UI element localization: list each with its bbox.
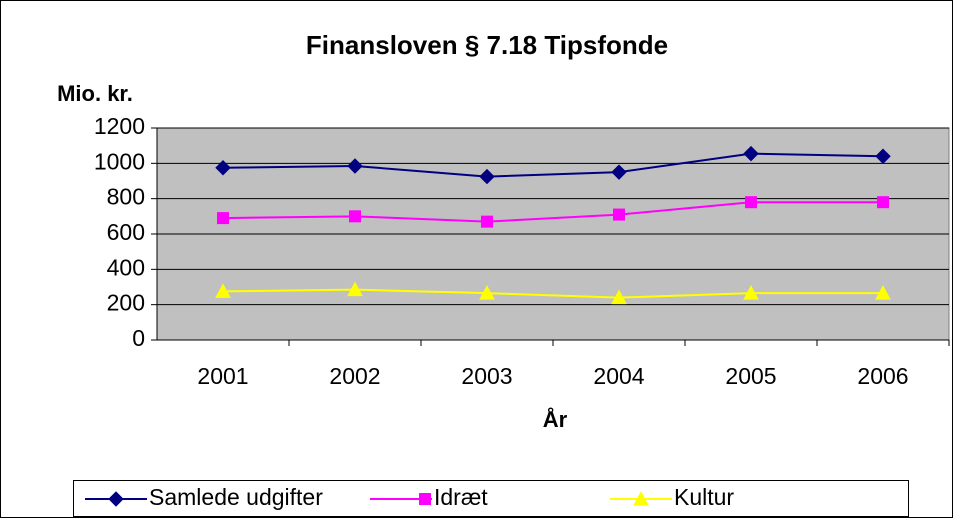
- series-line: [222, 152, 884, 178]
- marker: [217, 212, 229, 225]
- y-tick-label: 800: [107, 184, 145, 210]
- marker: [877, 196, 889, 209]
- legend-label: Samlede udgifter: [149, 484, 323, 510]
- marker: [875, 148, 891, 164]
- chart-title: Finansloven § 7.18 Tipsfonde: [306, 30, 668, 60]
- marker: [479, 168, 495, 185]
- marker: [108, 491, 124, 507]
- x-tick-label: 2001: [197, 363, 248, 389]
- x-tick-label: 2005: [725, 363, 776, 389]
- x-tick-label: 2002: [329, 363, 380, 389]
- marker: [419, 493, 431, 505]
- series-line: [222, 201, 883, 223]
- marker: [745, 196, 757, 209]
- marker: [347, 158, 363, 174]
- marker: [479, 285, 495, 300]
- marker: [633, 490, 649, 506]
- marker: [481, 215, 493, 228]
- legend-label: Idræt: [434, 484, 488, 510]
- marker: [215, 160, 231, 176]
- marker: [611, 164, 627, 180]
- y-tick-label: 600: [107, 219, 145, 245]
- legend-box: [73, 480, 909, 517]
- x-axis-label: År: [543, 406, 568, 432]
- y-tick-label: 1200: [94, 113, 145, 139]
- legend-label: Kultur: [674, 484, 734, 510]
- marker: [215, 283, 231, 298]
- x-tick-label: 2006: [857, 363, 908, 389]
- marker: [613, 208, 625, 221]
- marker: [349, 210, 361, 223]
- y-tick-label: 200: [107, 290, 145, 316]
- marker: [611, 289, 627, 305]
- y-tick-label: 1000: [94, 148, 145, 174]
- x-tick-label: 2004: [593, 363, 644, 389]
- x-tick-label: 2003: [461, 363, 512, 389]
- marker: [743, 145, 759, 162]
- marker: [347, 281, 363, 297]
- marker: [875, 285, 891, 300]
- series-line: [222, 288, 883, 299]
- marker: [743, 285, 759, 300]
- y-tick-label: 0: [132, 325, 145, 351]
- y-axis-label: Mio. kr.: [57, 81, 133, 106]
- y-tick-label: 400: [107, 254, 145, 280]
